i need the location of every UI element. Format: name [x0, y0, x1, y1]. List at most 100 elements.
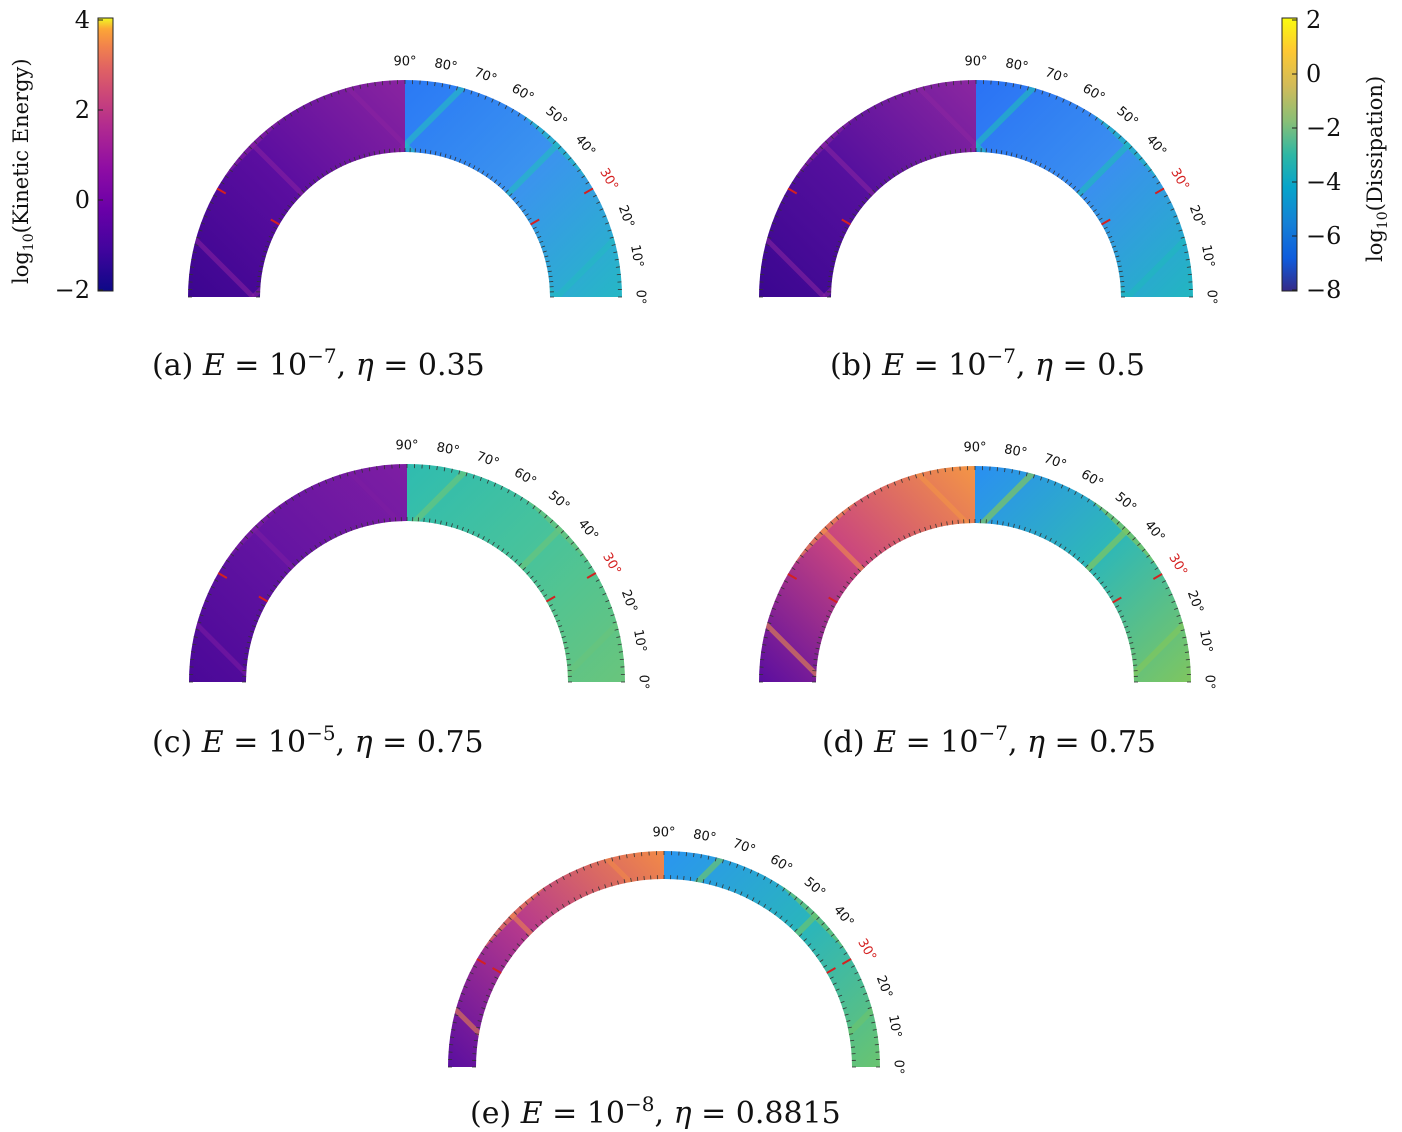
- angle-label: 20°: [618, 588, 640, 615]
- angle-label: 20°: [873, 974, 895, 1001]
- angle-label: 50°: [545, 488, 572, 514]
- angle-label: 40°: [575, 517, 601, 544]
- angle-label: 20°: [1186, 203, 1208, 230]
- angle-label: 80°: [692, 827, 717, 846]
- latitude-30-marker: [216, 187, 227, 195]
- dissipation-field: [975, 466, 1191, 682]
- angle-label: 10°: [630, 628, 649, 653]
- colorbar-left-tick-label: 0: [75, 186, 90, 214]
- angle-label: 60°: [767, 852, 794, 877]
- panels: 0°10°20°30°40°50°60°70°80°90°(a) E = 10−…: [152, 55, 1219, 1132]
- angle-label: 0°: [891, 1060, 906, 1075]
- angle-label: 50°: [801, 875, 828, 901]
- angle-label: 90°: [963, 441, 986, 456]
- angle-label: 0°: [633, 290, 648, 305]
- latitude-30-marker: [545, 595, 556, 603]
- latitude-30-marker: [1112, 596, 1122, 604]
- colorbar-right-tick-label: −8: [1306, 276, 1341, 304]
- colorbar-right-tick-label: −4: [1306, 168, 1341, 196]
- angle-label: 10°: [1196, 629, 1215, 654]
- panel-caption: (e) E = 10−8, η = 0.8815: [470, 1092, 841, 1131]
- angle-label: 40°: [1143, 132, 1169, 159]
- panel-e: 0° 10° 20° 30° 40°50° 60° 70° 80° 90° (e) E = 10−…: [448, 826, 906, 1131]
- kinetic-energy-field: [448, 851, 664, 1067]
- latitude-30-marker: [828, 596, 838, 604]
- colorbar-right-tick-label: −2: [1306, 114, 1341, 142]
- angle-label: 40°: [1141, 518, 1167, 545]
- angle-label: 70°: [472, 65, 499, 87]
- angle-label: 30°: [1167, 166, 1192, 193]
- colorbar-right-label: log10(Dissipation): [1363, 76, 1391, 262]
- latitude-30-marker: [583, 187, 594, 195]
- angle-label: 50°: [542, 104, 569, 130]
- angle-label: 10°: [885, 1014, 904, 1039]
- latitude-30-marker: [787, 187, 798, 195]
- angle-label: 80°: [1004, 56, 1029, 75]
- angle-label: 40°: [572, 132, 598, 159]
- panel-caption: (a) E = 10−7, η = 0.35: [152, 344, 485, 383]
- latitude-30-marker: [1101, 218, 1111, 226]
- latitude-30-marker: [841, 218, 851, 226]
- latitude-30-marker: [476, 958, 487, 965]
- colorbar-left-label: log10(Kinetic Energy): [9, 58, 37, 284]
- angle-label: 90°: [652, 826, 675, 841]
- outer-arc-ticks: [759, 80, 1193, 298]
- angle-label: 10°: [627, 244, 646, 269]
- latitude-30-marker: [1152, 573, 1163, 580]
- angle-label: 80°: [433, 56, 458, 75]
- angle-label: 30°: [599, 550, 624, 577]
- kinetic-energy-beams: [448, 851, 664, 1067]
- angle-label: 0°: [636, 675, 651, 690]
- panel-caption: (c) E = 10−5, η = 0.75: [152, 721, 484, 760]
- angle-label: 0°: [1202, 675, 1217, 690]
- latitude-30-marker: [586, 572, 597, 579]
- outer-arc-ticks: [759, 466, 1191, 683]
- latitude-30-marker: [258, 595, 269, 603]
- latitude-30-marker: [530, 218, 540, 226]
- colorbar-left-tick-label: 2: [75, 96, 90, 124]
- colorbar-right-tick-label: 2: [1306, 6, 1321, 34]
- angle-label: 90°: [964, 55, 987, 70]
- angle-label: 60°: [509, 81, 536, 106]
- dissipation-field: [664, 851, 880, 1067]
- angle-label: 60°: [1080, 81, 1107, 106]
- angle-label: 0°: [1204, 290, 1219, 305]
- latitude-30-marker: [1154, 187, 1165, 195]
- colorbar-left-tick-label: 4: [75, 6, 90, 34]
- colorbar-left: 4 2 0 −2 log10(Kinetic Energy): [9, 6, 114, 304]
- colorbar-left-tick-label: −2: [55, 276, 90, 304]
- colorbar-left-ticks: 4 2 0 −2: [55, 6, 103, 304]
- angle-label: 60°: [511, 465, 538, 490]
- outer-arc-ticks: [188, 80, 622, 298]
- latitude-30-marker: [270, 218, 280, 226]
- latitude-30-marker: [841, 958, 852, 965]
- angle-label: 20°: [1184, 589, 1206, 616]
- angle-label: 20°: [615, 203, 637, 230]
- colorbar-right: 2 0 −2 −4 −6 −8 log10(Dissipation): [1281, 6, 1391, 304]
- kinetic-energy-field: [189, 464, 407, 682]
- angle-label: 80°: [1003, 442, 1028, 461]
- angle-label: 80°: [435, 440, 460, 459]
- angle-label: 90°: [395, 439, 418, 454]
- dissipation-field: [407, 464, 625, 682]
- latitude-30-marker: [217, 572, 228, 579]
- angle-label: 70°: [1042, 451, 1069, 473]
- panel-caption: (b) E = 10−7, η = 0.5: [830, 344, 1145, 383]
- angle-label: 90°: [393, 55, 416, 70]
- colorbar-right-tick-label: −6: [1306, 222, 1341, 250]
- angle-label: 30°: [596, 166, 621, 193]
- dissipation-beams: [664, 851, 880, 1067]
- panel-caption: (d) E = 10−7, η = 0.75: [822, 721, 1156, 760]
- kinetic-energy-field: [759, 466, 975, 682]
- outer-arc-ticks: [448, 851, 880, 1068]
- angle-label: 70°: [1043, 65, 1070, 87]
- colorbar-right-ticks: 2 0 −2 −4 −6 −8: [1292, 6, 1341, 304]
- angle-label: 30°: [854, 936, 879, 963]
- angle-label: 50°: [1113, 104, 1140, 130]
- angle-label: 40°: [830, 903, 856, 930]
- angle-label: 70°: [474, 449, 501, 471]
- latitude-30-marker: [826, 967, 836, 974]
- angle-label: 50°: [1112, 490, 1139, 516]
- angle-label: 60°: [1078, 467, 1105, 492]
- angle-label: 10°: [1198, 244, 1217, 269]
